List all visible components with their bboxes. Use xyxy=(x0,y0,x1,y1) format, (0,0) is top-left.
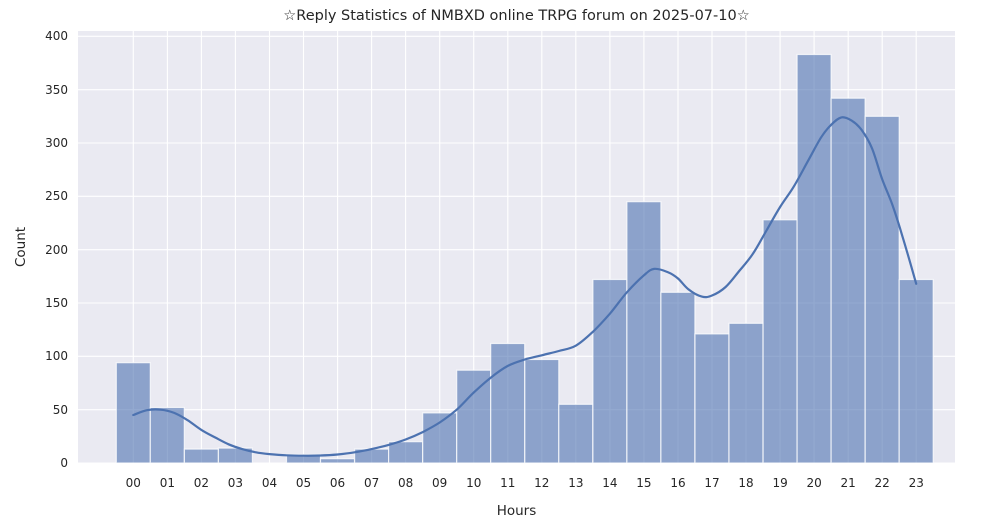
chart-title: ☆Reply Statistics of NMBXD online TRPG f… xyxy=(283,8,750,24)
x-tick-label: 19 xyxy=(772,476,788,490)
x-tick-label: 12 xyxy=(534,476,550,490)
histogram-bar xyxy=(319,458,356,463)
x-tick-label: 05 xyxy=(295,476,312,490)
histogram-bar xyxy=(456,369,492,463)
x-tick-label: 03 xyxy=(227,476,244,490)
x-tick-label: 11 xyxy=(500,476,516,490)
x-tick-label: 10 xyxy=(466,476,482,490)
histogram-bar xyxy=(422,412,458,463)
histogram-bar xyxy=(898,278,934,463)
x-tick-label: 20 xyxy=(806,476,822,490)
histogram-bar xyxy=(762,219,798,463)
x-tick-label: 21 xyxy=(840,476,856,490)
x-tick-label: 06 xyxy=(329,476,346,490)
histogram-kde-chart xyxy=(78,31,955,463)
y-tick-label: 0 xyxy=(60,456,68,470)
histogram-bar xyxy=(830,97,866,463)
y-tick-label: 400 xyxy=(45,29,68,44)
y-tick-label: 250 xyxy=(45,189,68,204)
x-tick-label: 22 xyxy=(874,476,890,490)
x-tick-label: 07 xyxy=(363,476,380,490)
histogram-bar xyxy=(149,406,185,463)
x-tick-label: 15 xyxy=(636,476,652,490)
histogram-bar xyxy=(728,322,764,463)
kde-curve xyxy=(132,116,918,457)
histogram-bar xyxy=(490,342,526,463)
y-tick-label: 300 xyxy=(45,136,68,150)
x-tick-label: 18 xyxy=(738,476,754,490)
x-tick-label: 13 xyxy=(568,476,584,490)
y-tick-label: 50 xyxy=(52,402,68,417)
x-tick-label: 17 xyxy=(704,476,720,490)
x-tick-label: 01 xyxy=(159,476,175,490)
histogram-bar xyxy=(864,115,900,463)
histogram-bar xyxy=(115,362,151,463)
x-tick-label: 08 xyxy=(397,476,414,490)
y-tick-label: 200 xyxy=(45,242,68,257)
x-tick-label: 09 xyxy=(432,476,448,490)
x-tick-label: 23 xyxy=(908,476,924,490)
x-axis-label: Hours xyxy=(496,503,537,519)
x-tick-label: 02 xyxy=(193,476,210,490)
y-tick-label: 150 xyxy=(45,296,68,310)
x-tick-label: 00 xyxy=(125,476,141,490)
x-tick-label: 04 xyxy=(261,476,278,490)
plot-area xyxy=(78,31,955,463)
histogram-bar xyxy=(660,291,696,463)
x-tick-label: 16 xyxy=(670,476,686,490)
y-tick-label: 100 xyxy=(45,349,68,364)
y-tick-label: 350 xyxy=(45,82,68,97)
histogram-bar xyxy=(524,358,560,463)
x-tick-label: 14 xyxy=(602,476,618,490)
histogram-bar xyxy=(592,278,628,463)
histogram-bar xyxy=(796,53,832,463)
histogram-bar xyxy=(626,201,662,463)
histogram-bar xyxy=(694,333,730,463)
histogram-bar xyxy=(183,448,220,463)
histogram-bar xyxy=(388,441,424,463)
histogram-bar xyxy=(558,403,594,463)
